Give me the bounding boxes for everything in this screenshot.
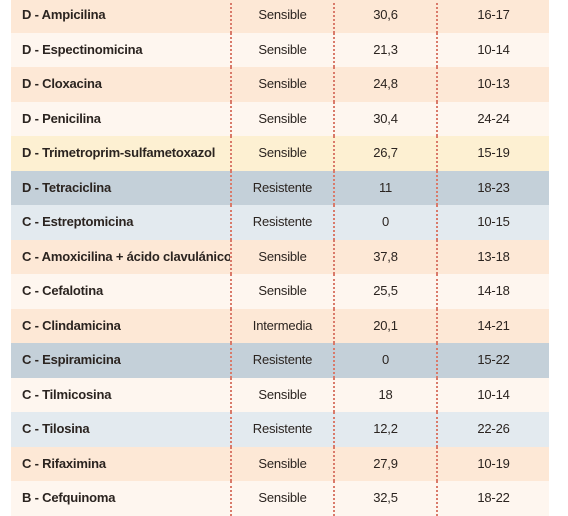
measured-value-cell: 32,5 (333, 481, 436, 516)
sensitivity-result-cell: Sensible (230, 67, 333, 102)
measured-value-cell: 24,8 (333, 67, 436, 102)
reference-range-cell: 16-17 (436, 0, 549, 33)
table-row: D - Ampicilina Sensible 30,6 16-17 (11, 0, 549, 33)
table-row: C - Tilosina Resistente 12,2 22-26 (11, 412, 549, 447)
measured-value-cell: 25,5 (333, 274, 436, 309)
table-row: C - Amoxicilina + ácido clavulánico Sensi… (11, 239, 549, 274)
table-row: C - Cefalotina Sensible 25,5 14-18 (11, 274, 549, 309)
antibiotic-name-cell: C - Tilosina (22, 421, 90, 436)
sensitivity-result-cell: Sensible (230, 446, 333, 481)
measured-value-cell: 27,9 (333, 446, 436, 481)
reference-range-cell: 24-24 (436, 101, 549, 136)
antibiotic-name-cell: D - Cloxacina (22, 76, 102, 91)
antibiotic-name-cell: D - Penicilina (22, 110, 101, 126)
sensitivity-result-cell: Sensible (230, 274, 333, 309)
table-row: C - Estreptomicina Resistente 0 10-15 (11, 205, 549, 240)
table-row: C - Rifaximina Sensible 27,9 10-19 (11, 446, 549, 481)
reference-range-cell: 10-15 (436, 205, 549, 240)
reference-range-cell: 15-22 (436, 343, 549, 378)
antibiotic-name-cell: B - Cefquinoma (22, 490, 116, 505)
sensitivity-result-cell: Sensible (230, 377, 333, 412)
reference-range-cell: 18-22 (436, 481, 549, 516)
measured-value-cell: 20,1 (333, 308, 436, 343)
reference-range-cell: 10-13 (436, 67, 549, 102)
sensitivity-result-cell: Resistente (230, 343, 333, 378)
antibiotic-name-cell: C - Clindamicina (22, 317, 121, 333)
measured-value-cell: 0 (333, 205, 436, 240)
measured-value-cell: 30,6 (333, 0, 436, 33)
antibiotic-name-cell: D - Trimetroprim-sulfametoxazol (22, 145, 216, 160)
sensitivity-result-cell: Resistente (230, 170, 333, 205)
antibiotic-name-cell: D - Ampicilina (22, 7, 106, 22)
measured-value-cell: 18 (333, 377, 436, 412)
antibiotic-name-cell: D - Tetraciclina (22, 179, 112, 195)
reference-range-cell: 10-19 (436, 446, 549, 481)
reference-range-cell: 10-14 (436, 377, 549, 412)
antibiotic-name-cell: C - Espiramicina (22, 352, 121, 367)
table-row: D - Penicilina Sensible 30,4 24-24 (11, 101, 549, 136)
antibiotic-name-cell: C - Tilmicosina (22, 386, 112, 402)
sensitivity-result-cell: Intermedia (230, 308, 333, 343)
antibiotic-name-cell: C - Cefalotina (22, 283, 103, 298)
table-row: B - Cefquinoma Sensible 32,5 18-22 (11, 481, 549, 516)
measured-value-cell: 26,7 (333, 136, 436, 171)
table-row: D - Tetraciclina Resistente 11 18-23 (11, 170, 549, 205)
table-row: D - Cloxacina Sensible 24,8 10-13 (11, 67, 549, 102)
sensitivity-result-cell: Resistente (230, 205, 333, 240)
measured-value-cell: 30,4 (333, 101, 436, 136)
measured-value-cell: 12,2 (333, 412, 436, 447)
table-row: C - Tilmicosina Sensible 18 10-14 (11, 377, 549, 412)
measured-value-cell: 37,8 (333, 239, 436, 274)
measured-value-cell: 21,3 (333, 32, 436, 67)
measured-value-cell: 11 (333, 170, 436, 205)
reference-range-cell: 22-26 (436, 412, 549, 447)
sensitivity-result-cell: Sensible (230, 101, 333, 136)
table-row: D - Espectinomicina Sensible 21,3 10-14 (11, 32, 549, 67)
measured-value-cell: 0 (333, 343, 436, 378)
table-row: C - Espiramicina Resistente 0 15-22 (11, 343, 549, 378)
antibiotic-name-cell: C - Amoxicilina + ácido clavulánico (22, 248, 230, 264)
antibiotic-name-cell: C - Estreptomicina (22, 214, 134, 229)
antibiogram-table: D - Ampicilina Sensible 30,6 16-17 D - Espec… (11, 0, 549, 516)
reference-range-cell: 14-21 (436, 308, 549, 343)
sensitivity-result-cell: Sensible (230, 32, 333, 67)
reference-range-cell: 13-18 (436, 239, 549, 274)
sensitivity-result-cell: Sensible (230, 239, 333, 274)
reference-range-cell: 10-14 (436, 32, 549, 67)
antibiotic-name-cell: D - Espectinomicina (22, 41, 143, 57)
antibiotic-name-cell: C - Rifaximina (22, 455, 106, 471)
reference-range-cell: 18-23 (436, 170, 549, 205)
reference-range-cell: 14-18 (436, 274, 549, 309)
sensitivity-result-cell: Sensible (230, 0, 333, 33)
reference-range-cell: 15-19 (436, 136, 549, 171)
sensitivity-result-cell: Sensible (230, 136, 333, 171)
sensitivity-result-cell: Sensible (230, 481, 333, 516)
sensitivity-result-cell: Resistente (230, 412, 333, 447)
table-row: D - Trimetroprim-sulfametoxazol Sensible 2… (11, 136, 549, 171)
table-row: C - Clindamicina Intermedia 20,1 14-21 (11, 308, 549, 343)
